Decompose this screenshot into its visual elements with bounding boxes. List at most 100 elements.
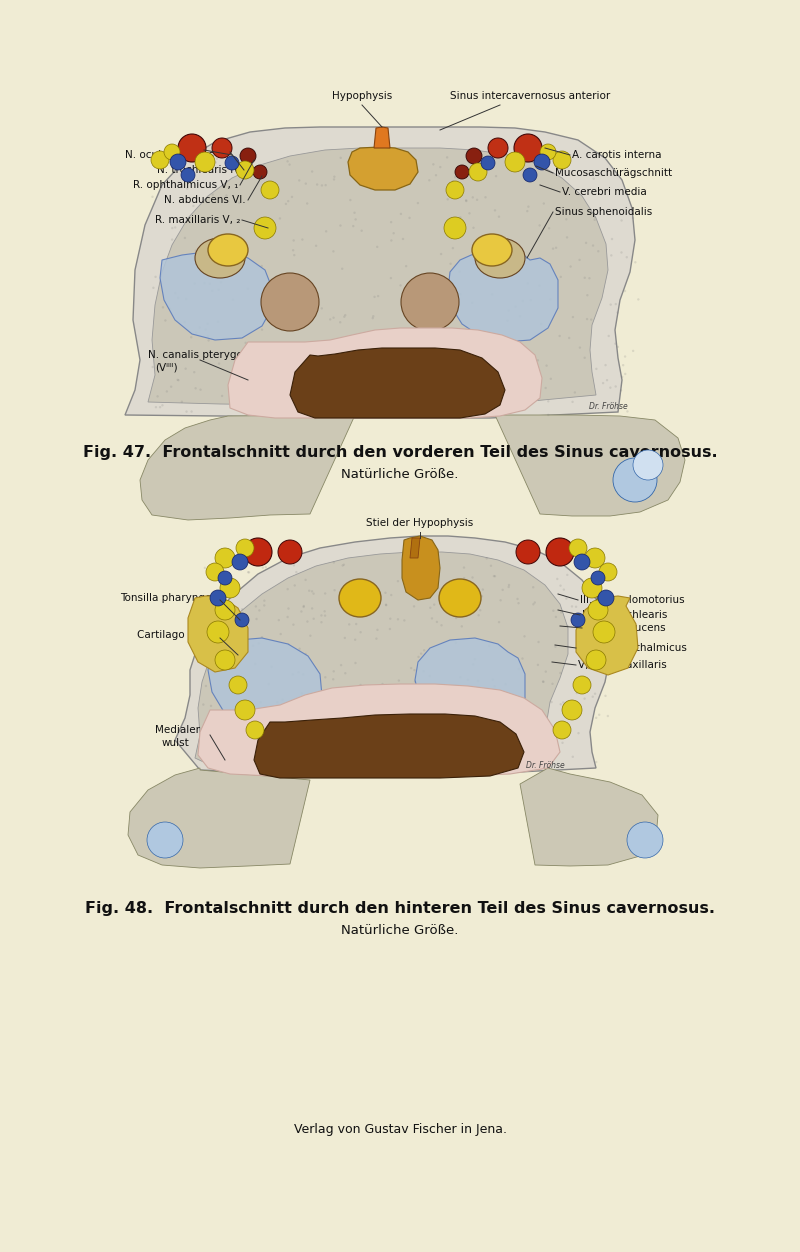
Circle shape [562,701,565,704]
Circle shape [397,580,399,582]
Circle shape [479,608,482,611]
Circle shape [394,749,397,751]
Circle shape [302,289,304,292]
Circle shape [559,585,562,587]
Circle shape [194,387,197,389]
Circle shape [538,284,541,287]
Circle shape [278,218,281,219]
Circle shape [414,680,416,682]
Circle shape [359,684,362,686]
Circle shape [452,247,454,249]
Circle shape [482,588,484,591]
Circle shape [627,823,663,858]
Text: IV. N. trochlearis: IV. N. trochlearis [582,610,667,620]
Circle shape [389,736,391,739]
Circle shape [181,168,195,182]
Circle shape [305,652,307,655]
Circle shape [374,295,376,298]
Circle shape [320,615,322,617]
Polygon shape [520,767,658,866]
Circle shape [594,692,596,695]
Circle shape [540,144,556,160]
Circle shape [502,588,504,591]
Circle shape [228,387,230,389]
Circle shape [498,720,500,722]
Circle shape [240,677,242,680]
Circle shape [286,160,289,163]
Circle shape [397,618,399,621]
Circle shape [341,268,343,270]
Text: Medialer Knorpel-: Medialer Knorpel- [155,725,247,735]
Circle shape [305,578,307,581]
Circle shape [261,265,263,267]
Circle shape [177,378,179,381]
Circle shape [308,590,310,592]
Circle shape [469,752,471,755]
Circle shape [352,225,354,228]
Circle shape [302,605,305,607]
Circle shape [472,227,474,229]
Circle shape [588,277,590,279]
Circle shape [481,156,495,170]
Circle shape [374,408,376,411]
Circle shape [446,156,448,159]
Circle shape [553,721,571,739]
Circle shape [387,722,390,725]
Circle shape [434,174,437,177]
Circle shape [223,580,226,582]
Circle shape [302,674,304,676]
Circle shape [151,195,154,198]
Circle shape [261,328,263,331]
Circle shape [210,568,212,571]
Circle shape [374,689,376,691]
Circle shape [597,250,599,253]
Circle shape [321,307,323,309]
Circle shape [407,412,410,414]
Circle shape [610,303,612,305]
Circle shape [435,730,438,732]
Circle shape [393,232,395,234]
Circle shape [454,177,457,178]
Circle shape [394,705,397,707]
Circle shape [432,163,434,165]
Polygon shape [348,146,418,190]
Circle shape [571,613,585,627]
Circle shape [522,657,524,660]
Circle shape [505,682,507,685]
Circle shape [461,625,463,627]
Circle shape [311,607,314,610]
Circle shape [247,571,250,573]
Text: Dr. Fröhse: Dr. Fröhse [526,761,565,770]
Circle shape [537,664,539,666]
Circle shape [451,592,454,595]
Circle shape [552,610,554,612]
Circle shape [467,374,470,377]
Circle shape [295,571,298,573]
Polygon shape [576,596,638,675]
Circle shape [316,183,318,185]
Circle shape [633,449,663,480]
Circle shape [186,411,188,413]
Circle shape [262,745,265,747]
Circle shape [458,334,460,337]
Circle shape [323,610,326,612]
Circle shape [454,641,457,644]
Circle shape [265,566,267,568]
Circle shape [372,316,374,318]
Circle shape [232,298,234,300]
Circle shape [177,297,179,299]
Circle shape [218,288,220,290]
Text: Stiel der Hypophysis: Stiel der Hypophysis [366,518,474,528]
Circle shape [339,603,342,606]
Circle shape [492,679,494,681]
Circle shape [426,707,428,710]
Circle shape [450,263,452,265]
Circle shape [557,209,559,212]
Circle shape [275,326,278,328]
Circle shape [524,697,526,700]
Circle shape [154,275,157,278]
Circle shape [380,714,382,716]
Circle shape [418,656,420,659]
Circle shape [491,293,494,295]
Circle shape [468,212,470,214]
